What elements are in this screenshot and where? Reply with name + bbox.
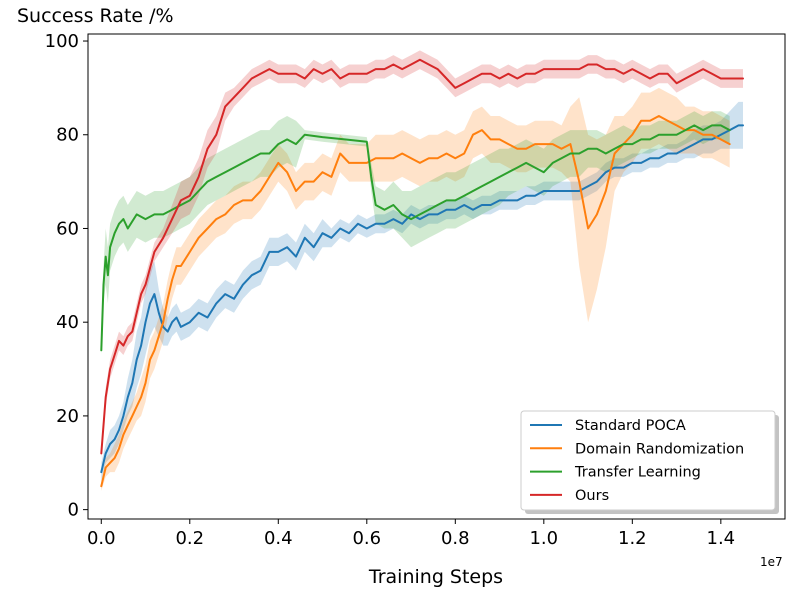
y-axis-ticks: 0 20 40 60 80 100 — [45, 31, 88, 521]
legend-label-ours: Ours — [575, 488, 609, 504]
band-domain-randomization — [101, 87, 730, 491]
x-offset-label: 1e7 — [760, 555, 783, 569]
line-domain-randomization — [100, 115, 731, 488]
chart-title: Success Rate /% — [17, 5, 174, 27]
x-tick-label: 1.4 — [707, 528, 736, 549]
line-transfer-learning — [100, 124, 731, 352]
plot-frame — [87, 33, 786, 520]
x-axis-ticks: 0.0 0.2 0.4 0.6 0.8 1.0 1.2 1.4 — [87, 519, 735, 549]
x-tick-label: 0.2 — [175, 528, 204, 549]
y-tick-label: 40 — [56, 312, 79, 333]
y-tick-label: 0 — [68, 500, 79, 521]
x-tick-label: 0.0 — [87, 528, 116, 549]
x-tick-label: 1.2 — [618, 528, 647, 549]
series-lines — [100, 58, 744, 488]
x-tick-label: 0.8 — [441, 528, 470, 549]
legend-items: Standard POCA Domain Randomization Transfe… — [530, 418, 744, 504]
line-standard-poca — [100, 124, 744, 474]
plot-area — [100, 50, 744, 491]
legend-box — [520, 410, 776, 511]
y-tick-label: 80 — [56, 125, 79, 146]
legend-label-standard-poca: Standard POCA — [575, 418, 686, 434]
band-ours — [101, 50, 744, 459]
x-tick-label: 0.6 — [352, 528, 381, 549]
line-ours — [100, 58, 744, 455]
x-axis-label: Training Steps — [368, 566, 503, 588]
legend-label-transfer-learning: Transfer Learning — [574, 465, 701, 481]
x-tick-label: 0.4 — [264, 528, 293, 549]
legend-label-domain-randomization: Domain Randomization — [575, 441, 744, 457]
y-tick-label: 60 — [56, 218, 79, 239]
x-tick-label: 1.0 — [529, 528, 558, 549]
band-transfer-learning — [101, 111, 730, 355]
y-tick-label: 20 — [56, 406, 79, 427]
y-tick-label: 100 — [45, 31, 79, 52]
legend: Standard POCA Domain Randomization Transfe… — [520, 410, 779, 514]
